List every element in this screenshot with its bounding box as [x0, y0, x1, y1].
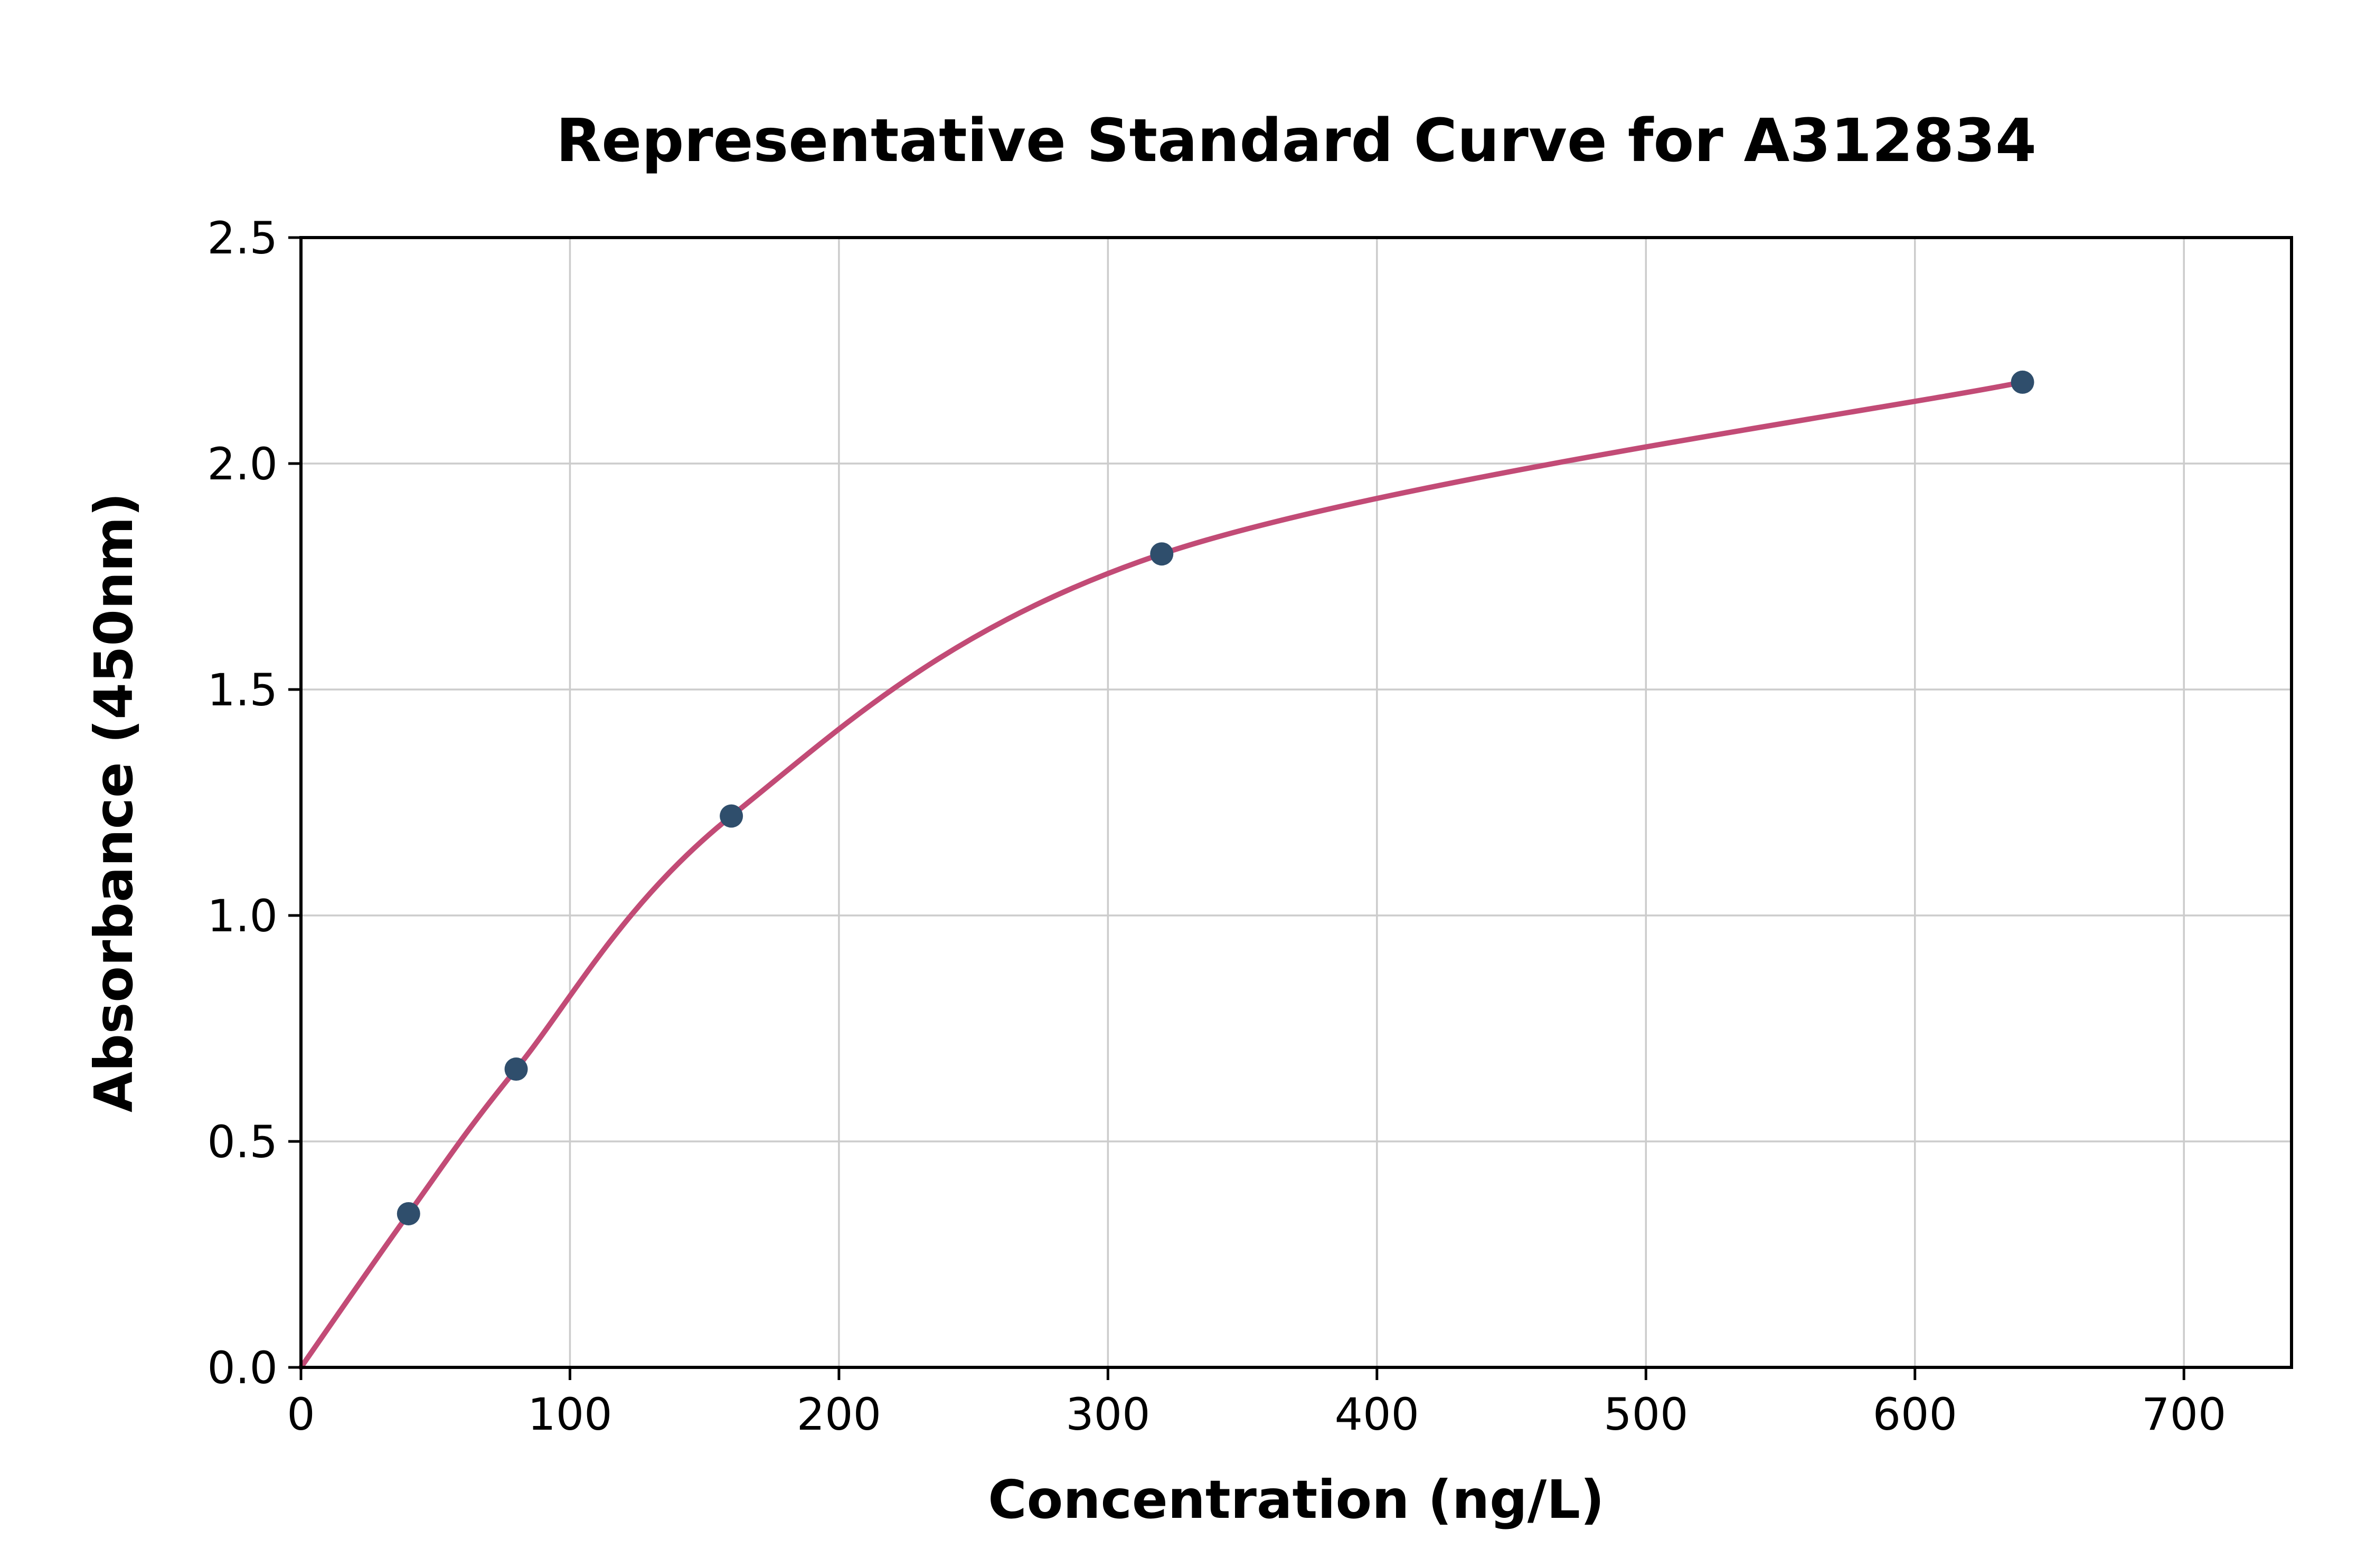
- data-point: [720, 804, 743, 828]
- y-axis-label: Absorbance (450nm): [83, 493, 145, 1112]
- y-tick-label: 2.0: [207, 438, 278, 490]
- plot-area: 0 100 200 300 400 500 600 700 0.0 0.5 1.0 1.5 2.0 2.5: [207, 212, 2293, 1440]
- fit-curve: [298, 379, 2025, 1370]
- data-point: [397, 1202, 420, 1225]
- y-tick-label: 0.0: [207, 1342, 278, 1394]
- y-tick-label: 1.5: [207, 664, 278, 716]
- data-point: [1150, 542, 1174, 566]
- x-tick-label: 700: [2142, 1388, 2226, 1440]
- x-tick-label: 0: [287, 1388, 315, 1440]
- y-tick-label: 0.5: [207, 1116, 278, 1168]
- data-point: [504, 1057, 528, 1081]
- x-tick-label: 200: [797, 1388, 881, 1440]
- x-axis-label: Concentration (ng/L): [988, 1469, 1604, 1531]
- y-tick-label: 1.0: [207, 890, 278, 942]
- x-tick-label: 600: [1873, 1388, 1957, 1440]
- plot-spines: [299, 236, 2293, 1369]
- x-tick-label: 300: [1066, 1388, 1150, 1440]
- y-tick-label: 2.5: [207, 212, 278, 264]
- x-tick-label: 500: [1604, 1388, 1688, 1440]
- chart-title: Representative Standard Curve for A31283…: [556, 107, 2036, 175]
- x-tick-label: 100: [527, 1388, 612, 1440]
- data-point: [2011, 370, 2034, 394]
- x-tick-label: 400: [1335, 1388, 1419, 1440]
